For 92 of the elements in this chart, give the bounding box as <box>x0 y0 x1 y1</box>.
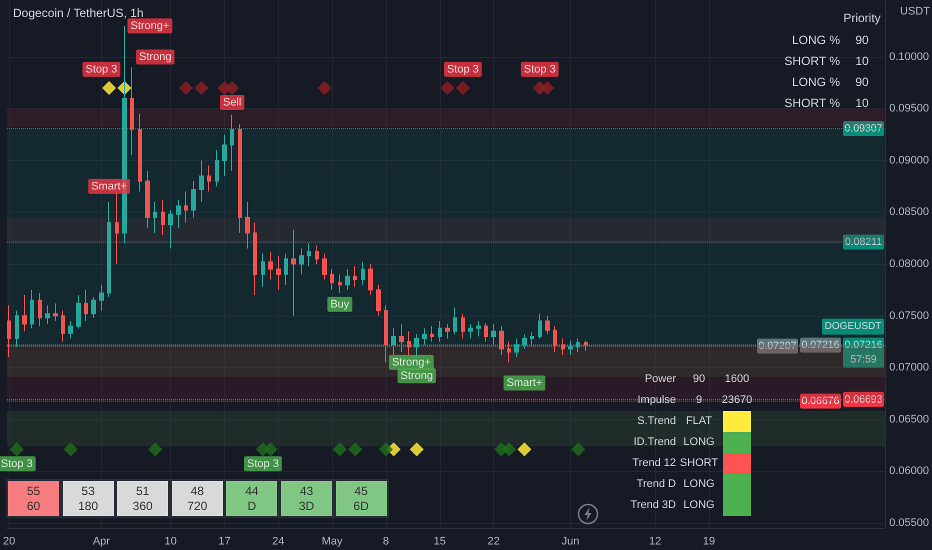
annotation: 9 <box>696 394 702 406</box>
x-tick-label: Apr <box>92 536 110 548</box>
annotation: LONG <box>683 478 715 490</box>
annotation: 90 <box>692 373 706 385</box>
table-cell: 55 60 <box>6 479 61 518</box>
annotation: Stop 3 <box>524 63 556 76</box>
ref-line-label: 0.07216 <box>844 339 883 352</box>
annotation: Sell <box>222 96 242 108</box>
annotation: 10 <box>855 54 869 68</box>
annotation: Trend D <box>636 478 676 490</box>
annotation: 23670 <box>720 394 754 406</box>
y-tick-label: 0.07000 <box>889 362 930 374</box>
ref-line-label: 0.09307 <box>844 122 883 135</box>
ref-line-label: 0.08211 <box>844 236 882 248</box>
annotation: 57:59 <box>850 354 877 366</box>
annotation: 720 <box>186 499 208 514</box>
table-cell: 53 180 <box>60 479 116 518</box>
annotation: LONG % <box>792 75 840 89</box>
annotation: 45 <box>353 484 369 499</box>
annotation: Strong+ <box>392 356 431 368</box>
annotation: 48 <box>190 484 205 499</box>
annotation: Power <box>644 373 676 385</box>
y-tick-label: 0.10000 <box>889 50 930 63</box>
annotation: Smart+ <box>91 180 127 192</box>
annotation: 55 <box>26 484 42 499</box>
x-tick-label: 22 <box>488 536 500 548</box>
annotation: LONG % <box>792 33 840 47</box>
annotation: Trend 3D <box>630 499 676 511</box>
annotation: 1600 <box>724 373 750 385</box>
x-tick-label: 24 <box>272 536 284 548</box>
annotation: Strong+ <box>130 20 170 32</box>
ref-line-label: 0.06676 <box>802 395 840 408</box>
x-tick-label: May <box>322 536 344 548</box>
x-tick-label: Jun <box>562 536 580 548</box>
y-tick-label: 0.09500 <box>889 102 930 115</box>
annotation: 43 <box>298 484 314 499</box>
table-cell: 45 6D <box>334 479 389 518</box>
annotation: Stop 3 <box>247 458 279 470</box>
annotation: SHORT <box>680 457 718 469</box>
x-tick-label: 17 <box>218 536 231 548</box>
y-tick-label: 0.06000 <box>889 465 930 478</box>
annotation: 6D <box>352 499 370 514</box>
annotation: SHORT % <box>784 96 840 110</box>
annotation: DOGEUSDT <box>824 321 882 332</box>
y-tick-label: 0.06500 <box>889 413 930 426</box>
annotation: 44 <box>244 484 260 499</box>
table-cell: 44 D <box>224 479 280 518</box>
ref-line-label: 0.06693 <box>844 393 883 406</box>
annotation: 90 <box>855 75 869 89</box>
table-cell: 51 360 <box>115 479 170 518</box>
y-axis-title: USDT <box>900 6 930 18</box>
annotation: S.Trend <box>637 415 676 427</box>
annotation: ID.Trend <box>634 436 676 448</box>
ref-line-label: 0.07216 <box>802 339 840 352</box>
x-tick-label: 20 <box>2 536 16 548</box>
annotation: 60 <box>26 499 42 514</box>
table-cell: 43 3D <box>279 479 334 518</box>
y-tick-label: 0.09000 <box>889 154 930 166</box>
annotation: 53 <box>80 484 96 499</box>
annotation: 90 <box>855 33 869 47</box>
annotation: D <box>246 499 258 514</box>
annotation: LONG <box>683 499 715 511</box>
table-cell: 48 720 <box>170 479 225 518</box>
x-tick-label: 12 <box>649 536 662 548</box>
annotation: Stop 3 <box>446 63 479 76</box>
annotation: 10 <box>855 96 869 110</box>
x-tick-label: 8 <box>382 536 390 548</box>
annotation: 360 <box>132 499 154 514</box>
annotation: FLAT <box>686 415 712 427</box>
annotation: LONG <box>683 436 715 448</box>
annotation: Trend 12 <box>632 457 676 469</box>
y-tick-label: 0.08500 <box>889 206 930 218</box>
x-tick-label: 15 <box>434 536 446 548</box>
y-tick-label: 0.05500 <box>889 516 930 529</box>
annotation: Priority <box>842 11 882 25</box>
annotation: Stop 3 <box>86 63 118 76</box>
x-tick-label: 10 <box>164 536 177 548</box>
x-tick-label: 19 <box>702 536 716 548</box>
annotation: 51 <box>135 484 150 499</box>
annotation: Buy <box>330 298 350 310</box>
annotation: Strong <box>139 50 172 63</box>
annotation: SHORT % <box>784 54 840 68</box>
annotation: Smart+ <box>506 377 542 390</box>
annotation: 180 <box>77 499 100 514</box>
annotation: Strong <box>400 370 433 382</box>
annotation: Impulse <box>637 394 676 406</box>
y-tick-label: 0.07500 <box>889 310 930 322</box>
y-tick-label: 0.08000 <box>889 258 930 270</box>
ref-line-label: 0.07207 <box>758 340 797 352</box>
annotation: 3D <box>298 499 316 514</box>
annotation: Stop 3 <box>0 458 33 470</box>
text: Dogecoin / TetherUS, 1h <box>13 6 144 20</box>
